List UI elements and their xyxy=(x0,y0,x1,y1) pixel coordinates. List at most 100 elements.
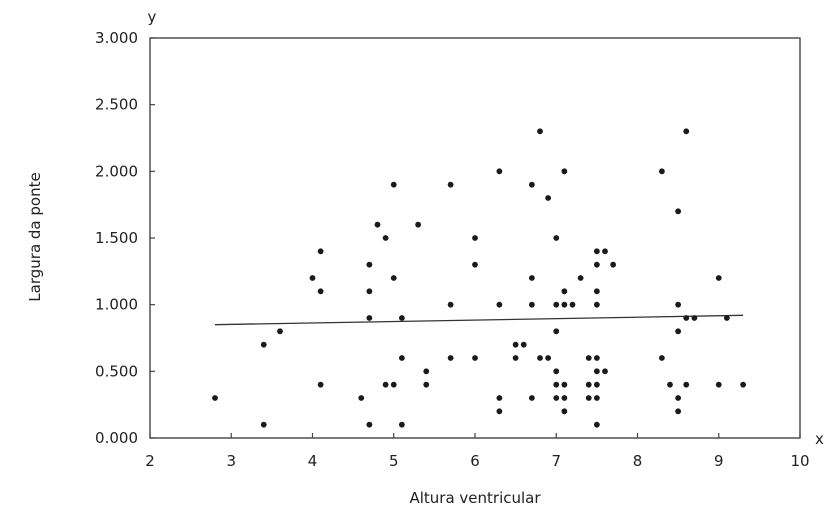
data-point xyxy=(602,248,608,255)
data-point xyxy=(561,381,568,388)
data-point xyxy=(593,421,600,428)
data-point xyxy=(675,395,682,401)
data-point xyxy=(260,341,267,348)
data-point xyxy=(447,181,454,188)
x-tick-label: 8 xyxy=(633,452,643,470)
data-point xyxy=(553,301,560,308)
data-point xyxy=(415,221,422,228)
trend-line xyxy=(214,314,744,326)
y-axis-title: Largura da ponte xyxy=(26,172,44,301)
x-tick-label: 6 xyxy=(470,452,480,470)
data-point xyxy=(561,288,568,295)
data-point xyxy=(309,275,316,281)
y-tick-label: 1.000 xyxy=(95,296,138,314)
data-point xyxy=(610,261,617,268)
data-point xyxy=(390,275,397,281)
data-point xyxy=(528,395,535,401)
data-point xyxy=(691,315,698,321)
data-point xyxy=(545,195,552,201)
data-point xyxy=(675,408,682,415)
x-axis-title: Altura ventricular xyxy=(409,489,541,507)
data-point xyxy=(723,315,730,321)
data-point xyxy=(545,355,552,361)
data-point xyxy=(512,341,519,348)
y-tick-label: 0.000 xyxy=(95,429,138,447)
data-point xyxy=(675,328,682,335)
data-point xyxy=(715,275,722,281)
data-point xyxy=(366,315,373,321)
x-tick-label: 5 xyxy=(389,452,399,470)
data-point xyxy=(593,395,600,401)
y-tick-label: 1.500 xyxy=(95,229,138,247)
data-point xyxy=(593,368,600,375)
x-axis-letter: x xyxy=(815,430,824,448)
data-point xyxy=(683,381,690,388)
data-point xyxy=(496,395,503,401)
data-point xyxy=(390,181,397,188)
data-point xyxy=(398,315,405,321)
data-point xyxy=(317,381,324,388)
data-point xyxy=(667,381,673,388)
y-axis-letter: y xyxy=(148,8,157,26)
data-point xyxy=(577,275,584,281)
data-point xyxy=(561,408,568,415)
data-point xyxy=(472,261,478,268)
data-point xyxy=(658,168,665,175)
data-point xyxy=(593,248,600,255)
data-point xyxy=(683,128,690,135)
trend-line-group xyxy=(214,314,744,326)
data-point xyxy=(260,421,267,428)
data-point xyxy=(496,408,503,415)
data-point xyxy=(398,355,405,361)
y-tick-label: 2.500 xyxy=(95,96,138,114)
x-tick-label: 10 xyxy=(790,452,809,470)
x-tick-label: 9 xyxy=(714,452,724,470)
data-point xyxy=(366,421,373,428)
data-point xyxy=(553,395,560,401)
x-tick-label: 2 xyxy=(145,452,155,470)
data-point xyxy=(366,261,373,268)
data-point xyxy=(528,181,535,188)
data-point xyxy=(658,355,665,361)
data-point xyxy=(423,368,430,375)
data-point xyxy=(277,328,283,335)
data-point xyxy=(423,381,430,388)
x-axis: 2 3 4 5 6 7 8 9 10 xyxy=(145,433,810,470)
data-point xyxy=(561,168,568,175)
data-point xyxy=(382,235,389,241)
data-point xyxy=(602,368,608,375)
data-point xyxy=(390,381,397,388)
data-point xyxy=(317,288,324,295)
data-point xyxy=(715,381,722,388)
data-point xyxy=(447,301,454,308)
data-point xyxy=(675,301,682,308)
data-point xyxy=(520,341,527,348)
y-tick-label: 3.000 xyxy=(95,29,138,47)
data-point xyxy=(585,381,592,388)
data-point xyxy=(585,355,592,361)
data-point xyxy=(496,168,503,175)
data-point xyxy=(528,301,535,308)
x-tick-label: 7 xyxy=(551,452,561,470)
data-point xyxy=(472,355,478,361)
data-point xyxy=(447,355,454,361)
data-point xyxy=(675,208,682,215)
data-point xyxy=(537,128,543,135)
data-point xyxy=(561,301,568,308)
data-point xyxy=(593,355,600,361)
data-point xyxy=(683,315,690,321)
data-point xyxy=(593,301,600,308)
data-point xyxy=(212,395,218,401)
data-point xyxy=(374,221,381,228)
x-tick-label: 4 xyxy=(308,452,318,470)
data-point xyxy=(512,355,519,361)
data-point xyxy=(569,301,576,308)
data-point xyxy=(740,381,747,388)
data-point xyxy=(593,381,600,388)
y-tick-label: 0.500 xyxy=(95,362,138,380)
data-point xyxy=(528,275,535,281)
data-point xyxy=(398,421,405,428)
data-points xyxy=(212,128,747,428)
x-tick-label: 3 xyxy=(226,452,236,470)
